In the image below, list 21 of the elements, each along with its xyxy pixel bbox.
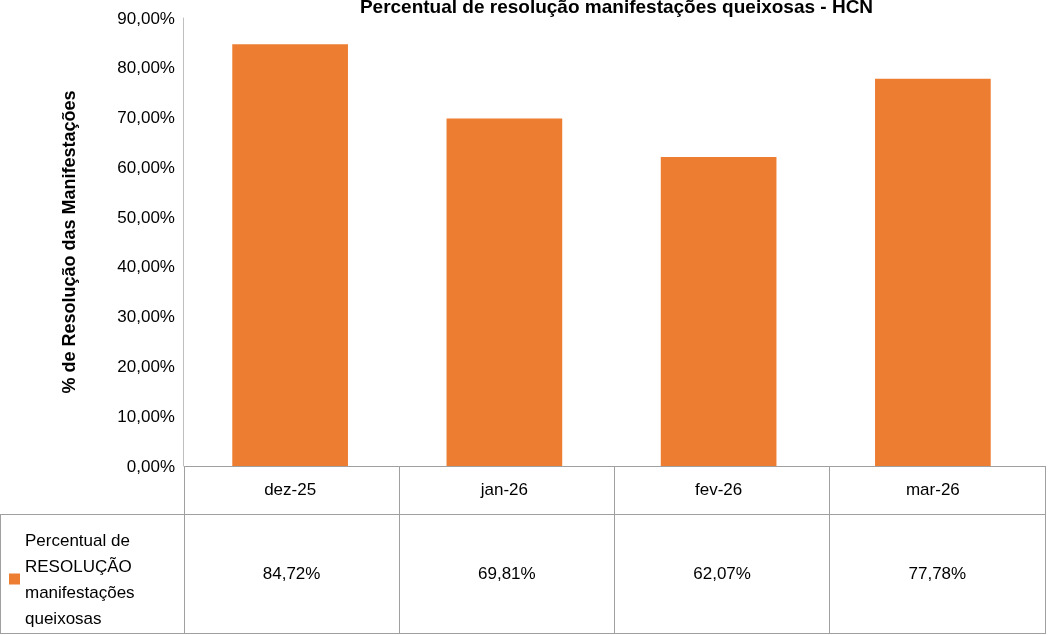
data-label: 84,72% xyxy=(184,514,400,634)
legend-label: Percentual de RESOLUÇÃO manifestações queixosas xyxy=(25,530,140,628)
y-axis-title: % de Resolução das Manifestações xyxy=(59,90,79,394)
y-tick-label: 10,00% xyxy=(117,406,175,426)
data-label: 62,07% xyxy=(614,514,830,634)
y-tick-label: 90,00% xyxy=(117,8,175,28)
y-tick-label: 80,00% xyxy=(117,58,175,78)
data-label: 69,81% xyxy=(399,514,615,634)
x-tick-label: dez-25 xyxy=(264,480,317,499)
y-tick-label: 20,00% xyxy=(117,356,175,376)
y-tick-label: 60,00% xyxy=(117,157,175,177)
y-tick-label: 40,00% xyxy=(117,257,175,277)
y-tick-label: 30,00% xyxy=(117,307,175,327)
x-tick-label: mar-26 xyxy=(905,480,960,499)
data-label: 77,78% xyxy=(829,514,1045,634)
y-tick-label: 50,00% xyxy=(117,207,175,227)
x-tick-label: jan-26 xyxy=(479,480,529,499)
y-tick-label: 0,00% xyxy=(126,456,175,476)
y-tick-label: 70,00% xyxy=(117,108,175,128)
x-tick-label: fev-26 xyxy=(695,480,743,499)
chart-title: Percentual de resolução manifestações queixosas - HCN xyxy=(359,0,874,17)
